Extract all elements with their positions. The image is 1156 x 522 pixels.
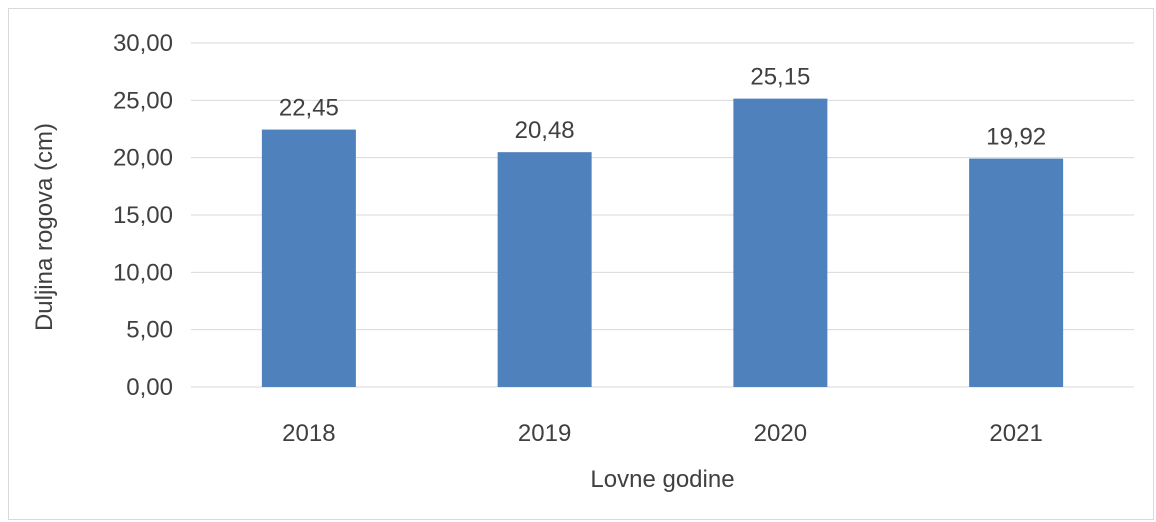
bar [261, 129, 356, 387]
x-axis-title: Lovne godine [590, 466, 734, 493]
x-tick-label: 2020 [754, 420, 807, 447]
y-tick-label: 25,00 [113, 87, 173, 114]
bar [969, 158, 1064, 387]
y-tick-label: 5,00 [126, 317, 173, 344]
bar [733, 98, 828, 387]
bar [497, 152, 592, 387]
y-tick-label: 30,00 [113, 30, 173, 57]
data-label: 20,48 [515, 117, 575, 144]
bars [261, 98, 1064, 387]
x-tick-label: 2018 [282, 420, 335, 447]
x-tick-label: 2021 [989, 420, 1042, 447]
y-tick-label: 10,00 [113, 259, 173, 286]
data-label: 22,45 [279, 95, 339, 122]
data-labels: 22,45 20,48 25,15 19,92 [279, 64, 1046, 151]
y-tick-label: 15,00 [113, 202, 173, 229]
data-label: 19,92 [986, 124, 1046, 151]
y-tick-label: 0,00 [126, 374, 173, 401]
x-tick-labels: 2018 2019 2020 2021 [282, 420, 1043, 447]
data-label: 25,15 [750, 64, 810, 91]
x-tick-label: 2019 [518, 420, 571, 447]
y-tick-labels: 0,00 5,00 10,00 15,00 20,00 25,00 30,00 [113, 30, 173, 401]
y-axis-title: Duljina rogova (cm) [31, 123, 58, 331]
y-tick-label: 20,00 [113, 145, 173, 172]
